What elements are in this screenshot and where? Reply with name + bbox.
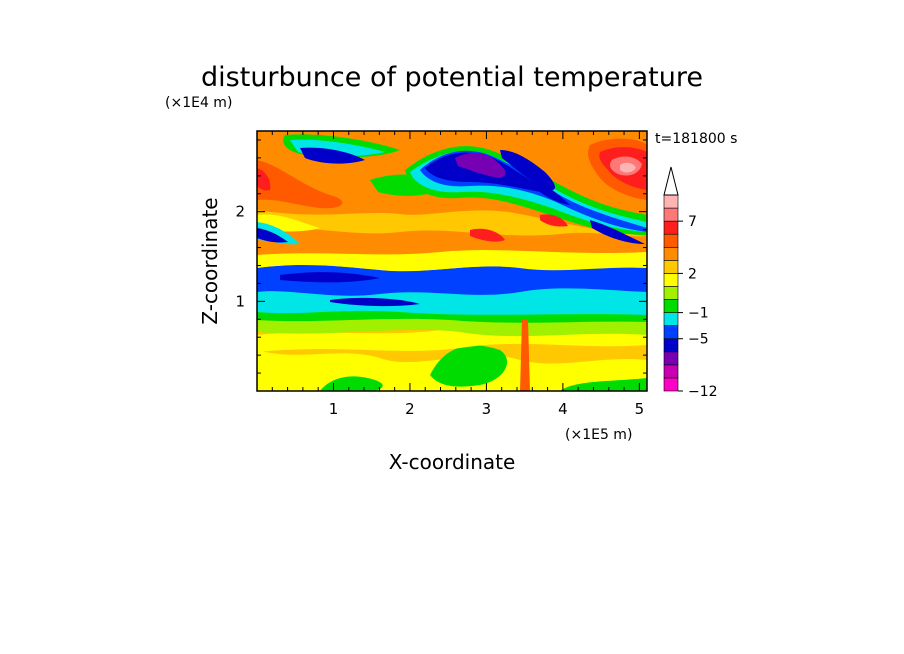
colorbar-tick-label: −12: [688, 384, 718, 400]
field-mid-orange: [257, 227, 647, 255]
x-tick-label: 3: [482, 400, 492, 418]
x-tick-label: 5: [635, 400, 645, 418]
field-upper-blue-left: [257, 228, 288, 243]
field-left-red: [257, 168, 271, 191]
y-axis-label: Z-coordinate: [198, 197, 222, 324]
colorbar-swatch: [663, 364, 679, 379]
plot-frame: [256, 130, 648, 392]
colorbar: 7 2 −1 −5 −12: [663, 166, 718, 400]
colorbar-extend-arrow: [663, 166, 679, 196]
colorbar-swatch: [663, 377, 679, 392]
y-tick-label: 2: [235, 203, 245, 221]
colorbar-swatch: [663, 194, 679, 209]
field-wave-darkblue-4: [590, 220, 645, 244]
colorbar-swatch: [663, 207, 679, 222]
colorbar-swatch: [663, 246, 679, 261]
colorbar-swatch: [663, 273, 679, 287]
heatmap-plot-area: [257, 131, 647, 391]
field-hot-lightpink: [620, 162, 636, 173]
x-tick-label: 1: [329, 400, 339, 418]
colorbar-tick-label: 2: [688, 266, 697, 282]
x-unit-label: (×1E5 m): [565, 427, 632, 443]
field-mid-yellow: [257, 250, 647, 272]
colorbar-swatch: [663, 299, 679, 313]
field-dark-blue-streak: [280, 272, 380, 283]
colorbar-swatch: [663, 312, 679, 326]
field-lower-green-left: [320, 376, 383, 391]
colorbar-swatch: [663, 286, 679, 300]
field-lower-green-right: [560, 378, 647, 391]
field-wave-darkblue-2: [500, 150, 556, 191]
time-label: t=181800 s: [655, 131, 737, 147]
colorbar-tick-label: −1: [688, 306, 709, 322]
colorbar-tick-label: 7: [688, 214, 697, 230]
field-lower-green-blob: [430, 345, 508, 387]
x-tick-label: 2: [405, 400, 415, 418]
field-wave-red-1: [470, 228, 505, 242]
colorbar-swatch: [663, 338, 679, 353]
field-blue-band: [257, 264, 647, 296]
field-vertical-feature: [520, 320, 530, 391]
colorbar-swatch: [663, 260, 679, 274]
chart-title: disturbunce of potential temperature: [201, 62, 703, 93]
field-wave-purple: [455, 152, 506, 178]
x-tick-label: 4: [558, 400, 568, 418]
field-wave-darkblue-3: [530, 178, 570, 205]
colorbar-swatch: [663, 220, 679, 235]
field-dark-blue-streak-2: [330, 297, 420, 307]
x-axis: 1 2 3 4 5: [271, 131, 645, 418]
colorbar-swatch: [663, 325, 679, 340]
colorbar-swatch: [663, 233, 679, 248]
field-wave-red-2: [540, 214, 568, 227]
colorbar-tick-label: −5: [688, 332, 709, 348]
x-axis-label: X-coordinate: [389, 450, 516, 474]
field-upper-red-left: [257, 160, 343, 209]
y-unit-label: (×1E4 m): [165, 95, 232, 111]
y-tick-label: 1: [235, 292, 245, 310]
y-axis: 12: [235, 139, 647, 374]
colorbar-swatch: [663, 351, 679, 366]
field-upper-blue-1: [300, 147, 365, 164]
